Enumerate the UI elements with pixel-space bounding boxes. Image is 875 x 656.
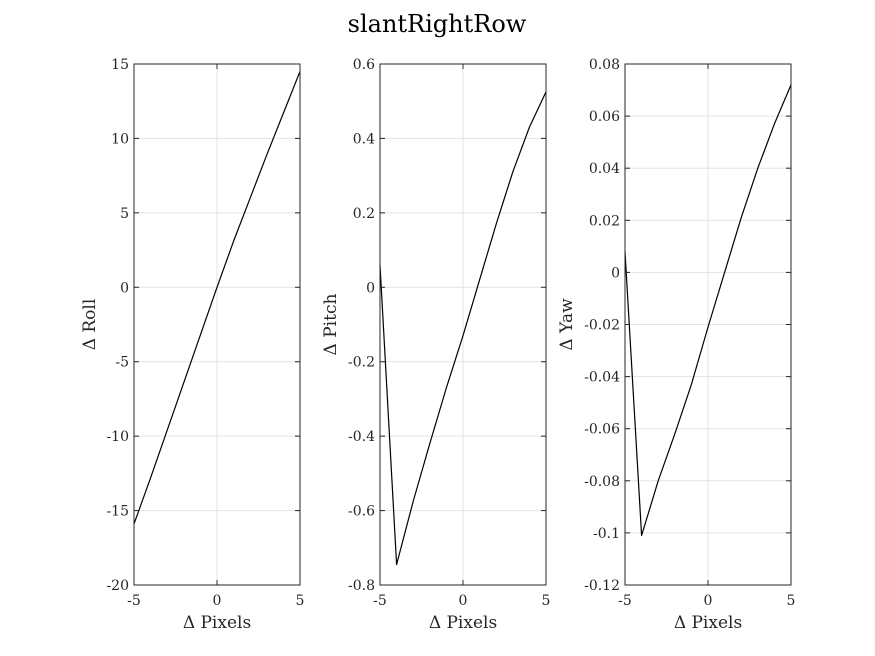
y-tick-label: -0.06 <box>584 422 620 438</box>
y-tick-label: 0.06 <box>589 109 620 125</box>
y-tick-label: -0.6 <box>348 504 375 520</box>
y-tick-label: -0.08 <box>584 474 620 490</box>
y-tick-label: -0.12 <box>584 578 620 594</box>
figure-title: slantRightRow <box>348 10 527 38</box>
x-axis-label: Δ Pixels <box>674 613 742 633</box>
y-tick-label: -15 <box>106 504 129 520</box>
y-tick-label: -0.02 <box>584 318 620 334</box>
y-axis-label: Δ Roll <box>80 299 100 351</box>
series-line <box>379 91 547 566</box>
y-tick-label: 0 <box>366 280 375 296</box>
y-axis-label: Δ Yaw <box>557 298 577 351</box>
x-tick-label: -5 <box>618 593 632 609</box>
y-tick-label: 0 <box>611 265 620 281</box>
y-tick-label: -0.2 <box>348 355 375 371</box>
subplot-3: -5 0 5 -0.12 -0.1 -0.08 -0.06 -0.04 -0.02 0 0.02 0.… <box>557 57 795 633</box>
y-axis-label: Δ Pitch <box>321 294 341 356</box>
y-tick-label: 10 <box>111 131 129 147</box>
series-line <box>624 84 792 537</box>
y-tick-label: -0.04 <box>584 370 620 386</box>
x-axis-label: Δ Pixels <box>183 613 251 633</box>
y-tick-label: -5 <box>115 355 129 371</box>
subplot-2: -5 0 5 -0.8 -0.6 -0.4 -0.2 0 0.2 0.4 0.6 Δ Pixels Δ … <box>321 57 550 633</box>
y-tick-label: 0.4 <box>353 131 375 147</box>
y-tick-label: 5 <box>120 206 129 222</box>
y-tick-label: 0.6 <box>353 57 375 73</box>
y-tick-label: 0.02 <box>589 213 620 229</box>
y-tick-label: -0.1 <box>593 526 620 542</box>
y-tick-label: 15 <box>111 57 129 73</box>
x-tick-label: 0 <box>704 593 713 609</box>
x-tick-label: -5 <box>127 593 141 609</box>
y-tick-label: 0 <box>120 280 129 296</box>
y-tick-label: 0.04 <box>589 161 620 177</box>
series-line <box>133 71 301 525</box>
x-tick-label: 0 <box>213 593 222 609</box>
x-tick-label: 0 <box>459 593 468 609</box>
x-tick-label: 5 <box>787 593 796 609</box>
x-tick-label: -5 <box>373 593 387 609</box>
y-tick-label: 0.08 <box>589 57 620 73</box>
x-tick-label: 5 <box>296 593 305 609</box>
y-tick-label: -20 <box>106 578 129 594</box>
y-tick-label: -0.4 <box>348 429 375 445</box>
y-tick-label: -10 <box>106 429 129 445</box>
y-tick-label: -0.8 <box>348 578 375 594</box>
y-tick-label: 0.2 <box>353 206 375 222</box>
x-tick-label: 5 <box>542 593 551 609</box>
subplot-1: -5 0 5 -20 -15 -10 -5 0 5 10 15 Δ Pixels Δ Roll <box>80 57 304 633</box>
x-axis-label: Δ Pixels <box>429 613 497 633</box>
